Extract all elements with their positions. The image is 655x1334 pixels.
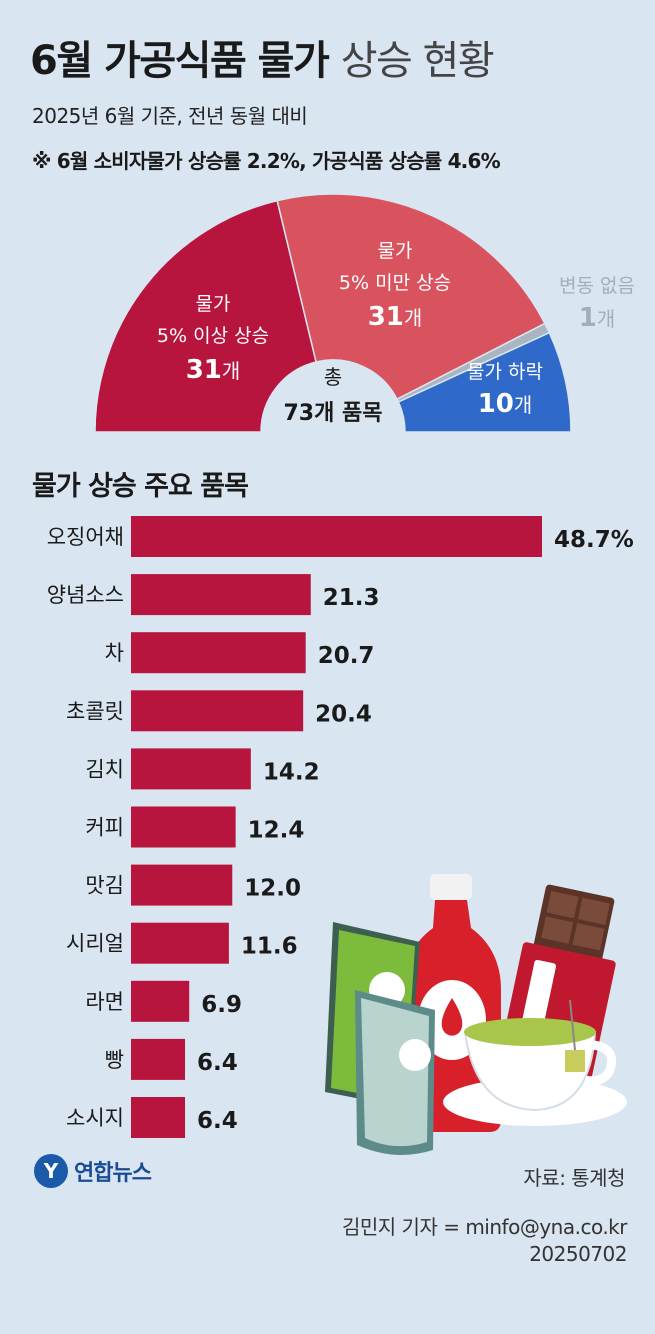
semi-label-line1: 물가 하락 [467,361,543,383]
semi-label-2: 변동 없음 1개 [559,275,635,333]
semi-label-0: 물가 5% 이상 상승 31개 [157,293,269,385]
semi-label-count: 31개 [186,355,241,385]
bar-1 [131,574,311,616]
bar-4 [131,748,251,790]
semi-segment-3 [397,331,572,433]
tea-cup-illustration [443,999,627,1126]
byline-reporter: 김민지 기자 = minfo@yna.co.kr [342,1215,628,1239]
title-bold: 6월 가공식품 물가 [30,38,330,84]
bar-category-label: 오징어채 [47,525,124,549]
bar-category-label: 소시지 [66,1106,124,1130]
bar-3 [131,690,304,732]
semi-segment-1 [276,193,546,401]
bar-category-label: 커피 [85,816,124,840]
semi-label-line2: 5% 미만 상승 [339,272,451,294]
logo-mark-icon: Y [34,1154,68,1188]
food-illustration [325,874,627,1155]
snack-bag-illustration [325,922,435,1155]
bar-category-label: 시리얼 [66,932,124,956]
bar-category-label: 빵 [105,1048,124,1072]
semi-label-line1: 변동 없음 [559,275,635,297]
yonhap-logo: Y 연합뉴스 [34,1154,152,1188]
bar-value-label: 6.4 [197,1108,238,1134]
bar-7 [131,922,229,964]
bar-5 [131,806,236,848]
semi-segment-0 [94,199,318,433]
semi-label-count: 1개 [579,303,616,333]
bar-category-label: 차 [105,641,124,665]
bar-category-label: 라면 [85,990,124,1014]
byline: 김민지 기자 = minfo@yna.co.kr 20250702 [342,1214,628,1268]
bar-value-label: 6.4 [197,1050,238,1076]
byline-date: 20250702 [529,1242,627,1266]
bar-category-label: 초콜릿 [66,699,124,723]
bar-10 [131,1097,186,1138]
bar-value-label: 11.6 [241,934,298,960]
semi-center-line2: 73개 품목 [284,401,383,426]
bar-value-label: 20.4 [315,701,372,727]
semi-label-line2: 5% 이상 상승 [157,325,269,347]
bar-value-label: 12.4 [248,818,305,844]
semi-center-line1: 총 [324,365,342,389]
title-light: 상승 현황 [340,38,495,84]
bar-category-label: 김치 [85,757,124,781]
chart-note: ※ 6월 소비자물가 상승률 2.2%, 가공식품 상승률 4.6% [32,149,501,173]
semi-label-1: 물가 5% 미만 상승 31개 [339,240,451,332]
bar-section-title: 물가 상승 주요 품목 [32,471,249,502]
semi-label-count: 10개 [478,389,533,419]
bar-8 [131,980,190,1022]
source-credit: 자료: 통계청 [523,1166,625,1190]
semi-label-3: 물가 하락 10개 [467,361,543,419]
chart-title: 6월 가공식품 물가 상승 현황 [30,28,495,86]
bar-2 [131,632,306,674]
bar-category-label: 양념소스 [47,583,124,607]
bar-value-label: 48.7% [554,527,634,553]
bar-value-label: 6.9 [201,992,242,1018]
bar-category-label: 맛김 [85,874,124,898]
bar-0 [131,516,542,557]
bar-value-label: 20.7 [318,643,375,669]
bar-value-label: 14.2 [263,759,320,785]
semi-label-line1: 물가 [378,240,413,262]
chart-subtitle: 2025년 6월 기준, 전년 동월 대비 [32,104,308,128]
bar-9 [131,1038,186,1080]
semi-label-line1: 물가 [196,293,231,315]
logo-text: 연합뉴스 [74,1161,152,1186]
bar-6 [131,864,233,906]
bar-value-label: 12.0 [244,876,301,902]
semi-label-count: 31개 [368,302,423,332]
bar-value-label: 21.3 [323,585,380,611]
